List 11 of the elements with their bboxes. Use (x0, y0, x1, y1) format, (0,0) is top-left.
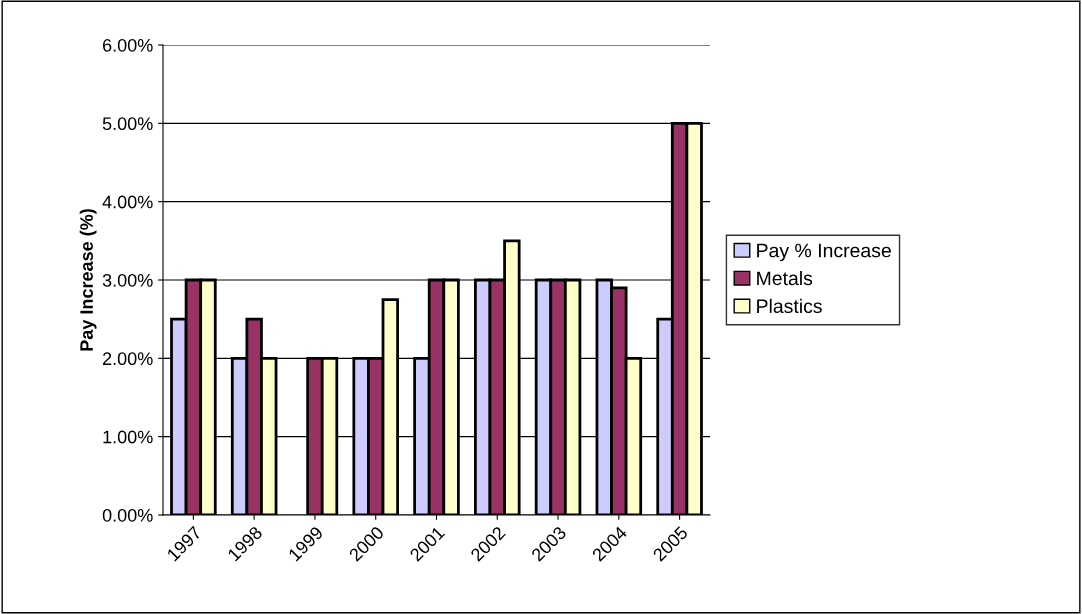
y-tick-label: 4.00% (102, 195, 153, 209)
legend-label: Pay % Increase (757, 243, 891, 262)
y-tick-label: 3.00% (102, 273, 153, 287)
y-tick-label: 5.00% (102, 117, 153, 131)
legend-label: Plastics (757, 298, 822, 314)
y-tick-label: 0.00% (102, 508, 153, 522)
y-axis-title: Pay Increase (%) (79, 209, 97, 351)
y-tick-label: 2.00% (102, 352, 153, 366)
y-tick-label: 1.00% (103, 430, 153, 444)
y-tick-label: 6.00% (103, 38, 153, 52)
legend-label: Metals (757, 270, 813, 286)
